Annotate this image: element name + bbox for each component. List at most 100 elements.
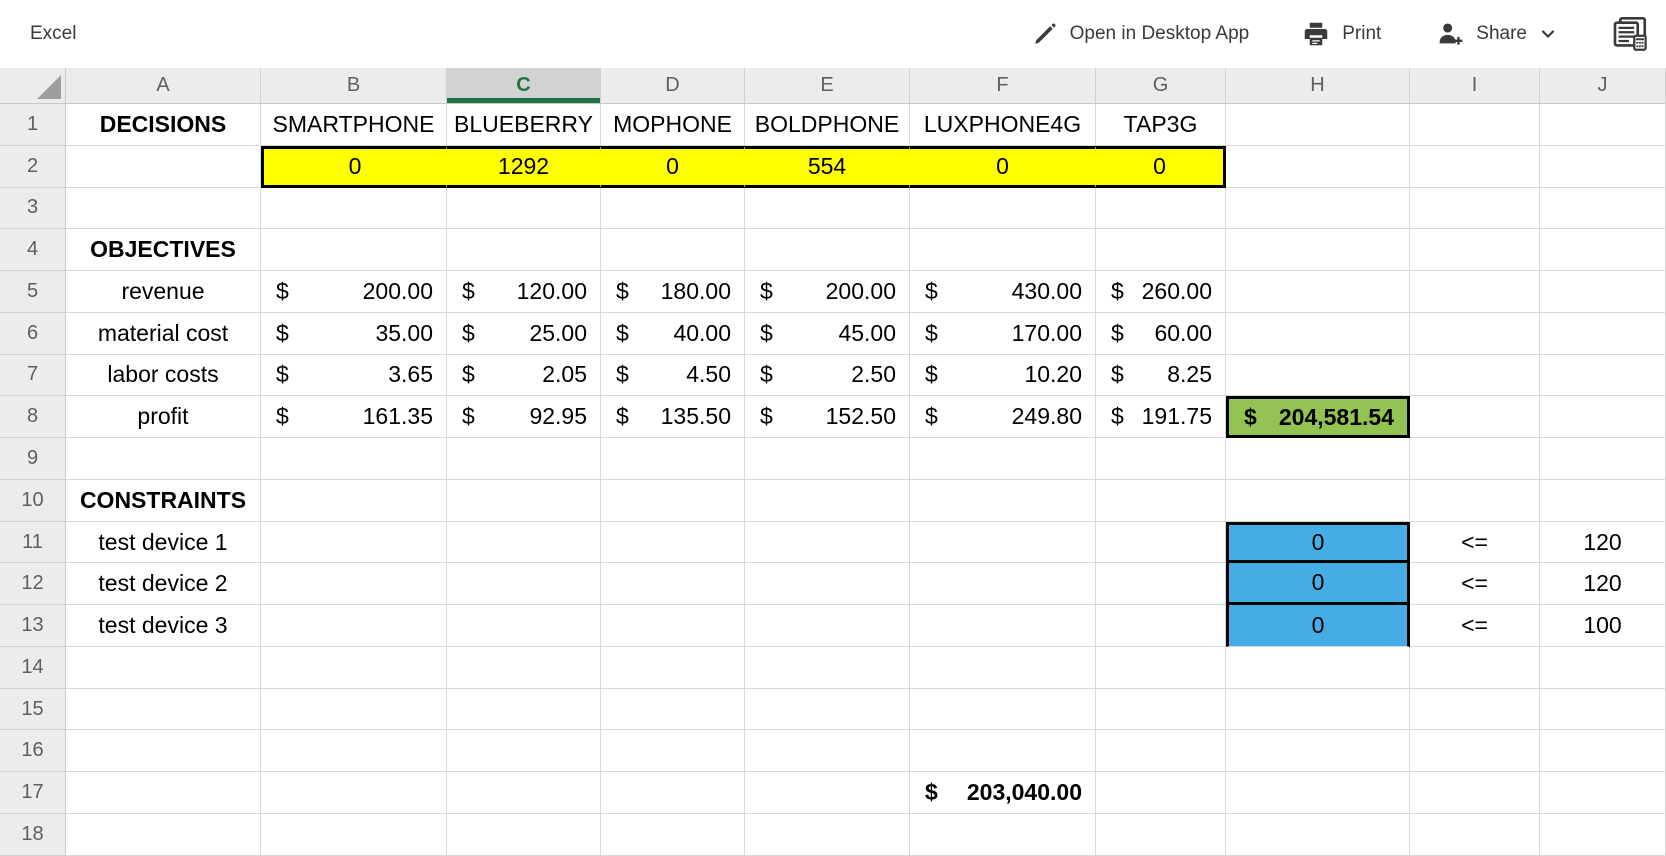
- cell-G14[interactable]: [1096, 646, 1226, 689]
- cell-G16[interactable]: [1096, 730, 1226, 773]
- cell-F10[interactable]: [910, 479, 1096, 522]
- cell-A17[interactable]: [66, 772, 261, 815]
- cell-B8[interactable]: $161.35: [261, 396, 447, 439]
- cell-D17[interactable]: [601, 772, 745, 815]
- cell-J16[interactable]: [1540, 730, 1666, 773]
- cell-B6[interactable]: $35.00: [261, 312, 447, 355]
- cell-I16[interactable]: [1410, 730, 1540, 773]
- share-button[interactable]: Share: [1433, 18, 1556, 50]
- cell-F4[interactable]: [910, 229, 1096, 272]
- cell-J1[interactable]: [1540, 104, 1666, 146]
- cell-E17[interactable]: [745, 772, 910, 815]
- workbook-statistics-button[interactable]: [1608, 13, 1650, 55]
- row-header-9[interactable]: 9: [0, 438, 66, 480]
- cell-A12[interactable]: test device 2: [66, 563, 261, 606]
- cell-A16[interactable]: [66, 730, 261, 773]
- cell-H10[interactable]: [1226, 479, 1410, 522]
- row-header-10[interactable]: 10: [0, 479, 66, 522]
- cell-H5[interactable]: [1226, 271, 1410, 313]
- cell-C6[interactable]: $25.00: [447, 312, 601, 355]
- cell-A8[interactable]: profit: [66, 396, 261, 439]
- cell-A18[interactable]: [66, 814, 261, 856]
- cell-G13[interactable]: [1096, 605, 1226, 647]
- cell-J3[interactable]: [1540, 187, 1666, 230]
- cell-E18[interactable]: [745, 814, 910, 856]
- cell-G5[interactable]: $260.00: [1096, 271, 1226, 313]
- col-header-A[interactable]: A: [66, 68, 261, 104]
- cell-I12[interactable]: <=: [1410, 563, 1540, 606]
- row-header-3[interactable]: 3: [0, 187, 66, 230]
- cell-A13[interactable]: test device 3: [66, 605, 261, 647]
- cell-I15[interactable]: [1410, 688, 1540, 731]
- cell-F5[interactable]: $430.00: [910, 271, 1096, 313]
- cell-I9[interactable]: [1410, 438, 1540, 480]
- cell-H18[interactable]: [1226, 814, 1410, 856]
- cell-B3[interactable]: [261, 187, 447, 230]
- row-header-6[interactable]: 6: [0, 312, 66, 355]
- cell-J12[interactable]: 120: [1540, 563, 1666, 606]
- cell-I6[interactable]: [1410, 312, 1540, 355]
- select-all-corner[interactable]: [0, 68, 66, 104]
- cell-F18[interactable]: [910, 814, 1096, 856]
- cell-H9[interactable]: [1226, 438, 1410, 480]
- cell-I4[interactable]: [1410, 229, 1540, 272]
- cell-B9[interactable]: [261, 438, 447, 480]
- cell-B10[interactable]: [261, 479, 447, 522]
- cell-B18[interactable]: [261, 814, 447, 856]
- col-header-H[interactable]: H: [1226, 68, 1410, 104]
- cell-B14[interactable]: [261, 646, 447, 689]
- row-header-13[interactable]: 13: [0, 605, 66, 647]
- cell-F16[interactable]: [910, 730, 1096, 773]
- col-header-E[interactable]: E: [745, 68, 910, 104]
- row-header-16[interactable]: 16: [0, 730, 66, 773]
- cell-J13[interactable]: 100: [1540, 605, 1666, 647]
- cell-H11[interactable]: 0: [1226, 521, 1410, 564]
- cell-G11[interactable]: [1096, 521, 1226, 564]
- col-header-B[interactable]: B: [261, 68, 447, 104]
- cell-J10[interactable]: [1540, 479, 1666, 522]
- cell-A3[interactable]: [66, 187, 261, 230]
- cell-I13[interactable]: <=: [1410, 605, 1540, 647]
- cell-J9[interactable]: [1540, 438, 1666, 480]
- cell-E8[interactable]: $152.50: [745, 396, 910, 439]
- cell-G2[interactable]: 0: [1096, 145, 1226, 188]
- row-header-2[interactable]: 2: [0, 145, 66, 188]
- cell-D12[interactable]: [601, 563, 745, 606]
- cell-H14[interactable]: [1226, 646, 1410, 689]
- cell-C1[interactable]: BLUEBERRY: [447, 104, 601, 146]
- col-header-J[interactable]: J: [1540, 68, 1666, 104]
- cell-F17[interactable]: $203,040.00: [910, 772, 1096, 815]
- cell-F12[interactable]: [910, 563, 1096, 606]
- cell-J14[interactable]: [1540, 646, 1666, 689]
- cell-H12[interactable]: 0: [1226, 563, 1410, 606]
- cell-H6[interactable]: [1226, 312, 1410, 355]
- cell-D8[interactable]: $135.50: [601, 396, 745, 439]
- cell-F6[interactable]: $170.00: [910, 312, 1096, 355]
- cell-F11[interactable]: [910, 521, 1096, 564]
- cell-D10[interactable]: [601, 479, 745, 522]
- cell-I10[interactable]: [1410, 479, 1540, 522]
- cell-B13[interactable]: [261, 605, 447, 647]
- cell-H16[interactable]: [1226, 730, 1410, 773]
- cell-B17[interactable]: [261, 772, 447, 815]
- cell-D1[interactable]: MOPHONE: [601, 104, 745, 146]
- cell-B1[interactable]: SMARTPHONE: [261, 104, 447, 146]
- cell-E11[interactable]: [745, 521, 910, 564]
- cell-G4[interactable]: [1096, 229, 1226, 272]
- cell-F2[interactable]: 0: [910, 145, 1096, 188]
- row-header-15[interactable]: 15: [0, 688, 66, 731]
- open-in-desktop-button[interactable]: Open in Desktop App: [1031, 20, 1249, 48]
- print-button[interactable]: Print: [1301, 19, 1381, 49]
- cell-C14[interactable]: [447, 646, 601, 689]
- row-header-7[interactable]: 7: [0, 354, 66, 397]
- cell-A1[interactable]: DECISIONS: [66, 104, 261, 146]
- cell-A10[interactable]: CONSTRAINTS: [66, 479, 261, 522]
- cell-E9[interactable]: [745, 438, 910, 480]
- cell-C2[interactable]: 1292: [447, 145, 601, 188]
- cell-B16[interactable]: [261, 730, 447, 773]
- cell-H3[interactable]: [1226, 187, 1410, 230]
- cell-H7[interactable]: [1226, 354, 1410, 397]
- cell-D6[interactable]: $40.00: [601, 312, 745, 355]
- cell-J11[interactable]: 120: [1540, 521, 1666, 564]
- cell-C8[interactable]: $92.95: [447, 396, 601, 439]
